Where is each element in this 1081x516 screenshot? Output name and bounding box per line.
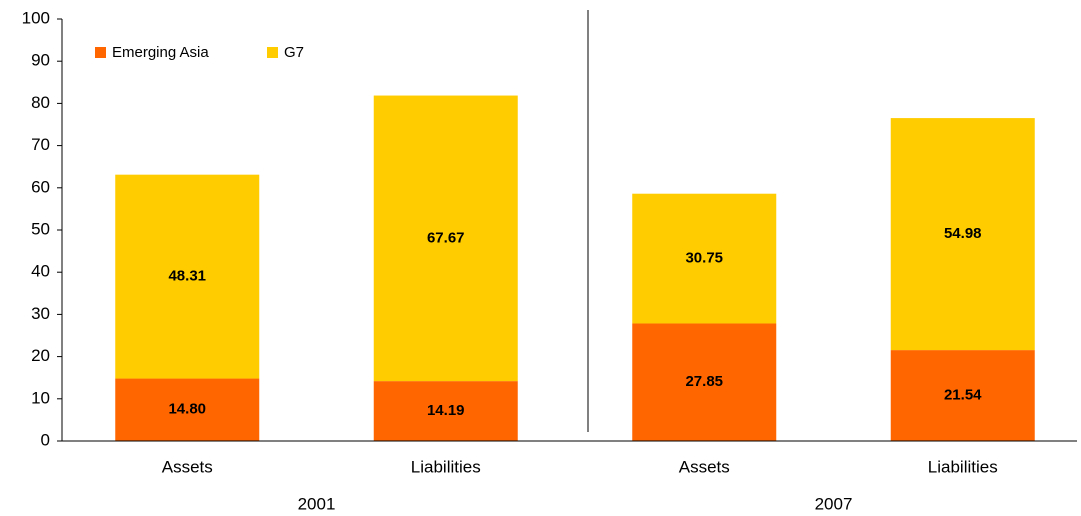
y-tick-label: 100 xyxy=(22,8,50,27)
legend-swatch xyxy=(95,47,106,58)
value-label: 27.85 xyxy=(685,373,723,390)
bar-segment xyxy=(890,118,1035,351)
y-tick-label: 10 xyxy=(31,388,50,407)
legend-label: Emerging Asia xyxy=(112,44,209,61)
y-tick-label: 30 xyxy=(31,304,50,323)
bar-segment xyxy=(632,323,777,441)
legend-label: G7 xyxy=(284,44,304,61)
x-tick-label: Assets xyxy=(679,457,730,476)
x-tick-label: Liabilities xyxy=(411,457,481,476)
bar-segment xyxy=(890,350,1035,441)
bar-segment xyxy=(115,378,260,441)
value-label: 67.67 xyxy=(427,229,465,246)
bar-segment xyxy=(373,381,518,441)
bar-segment xyxy=(632,193,777,324)
y-tick-label: 80 xyxy=(31,93,50,112)
bar-segment xyxy=(373,95,518,382)
value-label: 14.19 xyxy=(427,402,465,419)
group-label: 2001 xyxy=(298,494,336,513)
y-tick-label: 20 xyxy=(31,346,50,365)
value-label: 21.54 xyxy=(944,387,982,404)
legend-swatch xyxy=(267,47,278,58)
y-tick-label: 60 xyxy=(31,177,50,196)
value-label: 54.98 xyxy=(944,225,982,242)
y-tick-label: 0 xyxy=(41,430,50,449)
value-label: 48.31 xyxy=(168,268,206,285)
value-label: 30.75 xyxy=(685,250,723,267)
x-tick-label: Liabilities xyxy=(928,457,998,476)
group-label: 2007 xyxy=(815,494,853,513)
y-tick-label: 50 xyxy=(31,219,50,238)
y-tick-label: 40 xyxy=(31,262,50,281)
y-tick-label: 70 xyxy=(31,135,50,154)
x-tick-label: Assets xyxy=(162,457,213,476)
bar-segment xyxy=(115,174,260,379)
value-label: 14.80 xyxy=(168,401,206,418)
y-tick-label: 90 xyxy=(31,51,50,70)
